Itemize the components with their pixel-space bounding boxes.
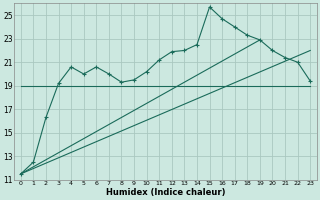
X-axis label: Humidex (Indice chaleur): Humidex (Indice chaleur): [106, 188, 225, 197]
